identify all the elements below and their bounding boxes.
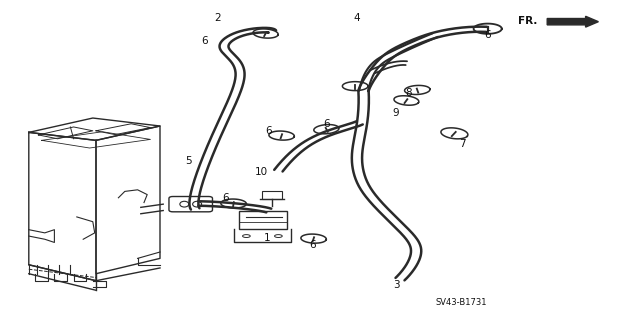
Text: SV43-B1731: SV43-B1731	[435, 298, 486, 307]
Text: FR.: FR.	[518, 16, 537, 26]
Text: 6: 6	[484, 30, 491, 40]
Text: 8: 8	[405, 88, 412, 98]
FancyArrow shape	[547, 16, 598, 27]
Text: 6: 6	[202, 36, 208, 46]
Text: 1: 1	[264, 233, 271, 243]
Text: 6: 6	[323, 119, 330, 129]
Text: 10: 10	[255, 167, 268, 177]
Text: 4: 4	[354, 12, 360, 23]
Text: 6: 6	[222, 193, 228, 204]
Bar	[262, 191, 282, 199]
Text: 2: 2	[214, 12, 221, 23]
Text: 6: 6	[309, 240, 316, 250]
Bar	[239, 211, 287, 229]
Text: 3: 3	[394, 279, 400, 290]
Text: 6: 6	[266, 126, 272, 137]
Text: 9: 9	[392, 108, 399, 118]
Text: 7: 7	[459, 138, 465, 149]
Text: 5: 5	[186, 156, 192, 166]
